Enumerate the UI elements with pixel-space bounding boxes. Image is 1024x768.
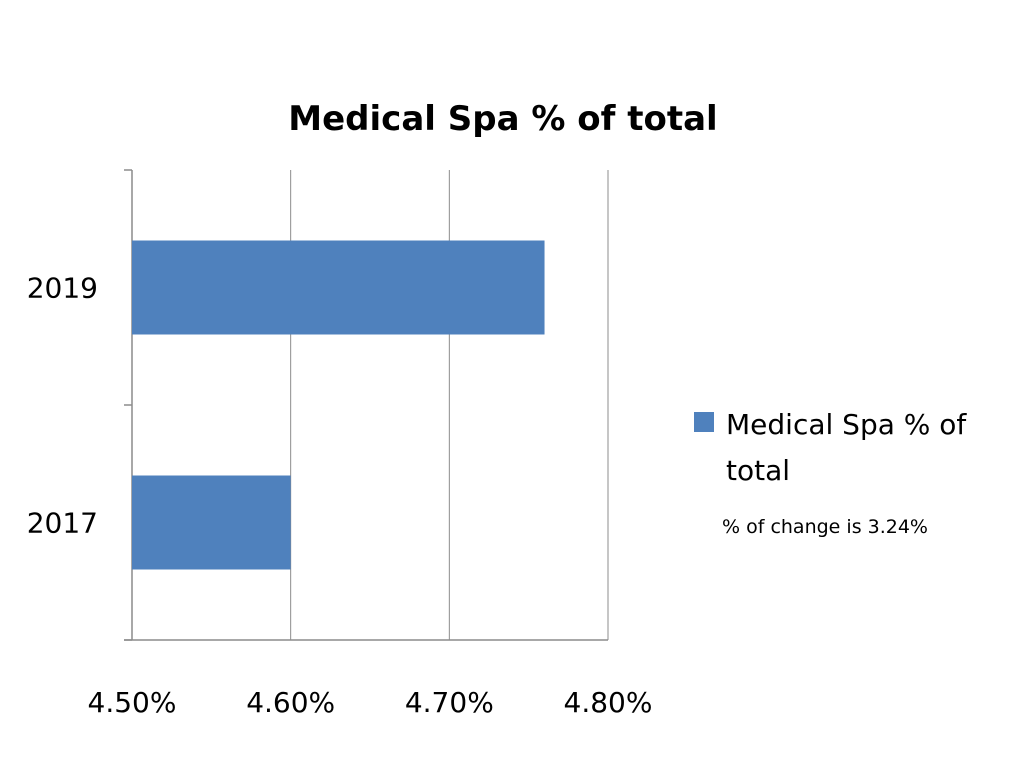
legend-label-line2: total — [726, 454, 790, 487]
change-annotation: % of change is 3.24% — [722, 516, 928, 538]
x-tick-label: 4.60% — [246, 686, 335, 719]
x-tick-label: 4.70% — [405, 686, 494, 719]
bar-2019 — [132, 240, 545, 335]
legend-label-line1: Medical Spa % of — [726, 408, 967, 441]
category-label: 2017 — [27, 507, 98, 540]
category-labels: 2019 2017 — [27, 272, 98, 540]
legend: Medical Spa % of total — [694, 408, 967, 487]
category-label: 2019 — [27, 272, 98, 305]
bars — [132, 240, 545, 570]
bar-2017 — [132, 475, 291, 570]
legend-swatch — [694, 412, 714, 432]
chart-title: Medical Spa % of total — [288, 99, 717, 139]
x-tick-labels: 4.50% 4.60% 4.70% 4.80% — [88, 686, 653, 719]
x-tick-label: 4.80% — [564, 686, 653, 719]
x-tick-label: 4.50% — [88, 686, 177, 719]
